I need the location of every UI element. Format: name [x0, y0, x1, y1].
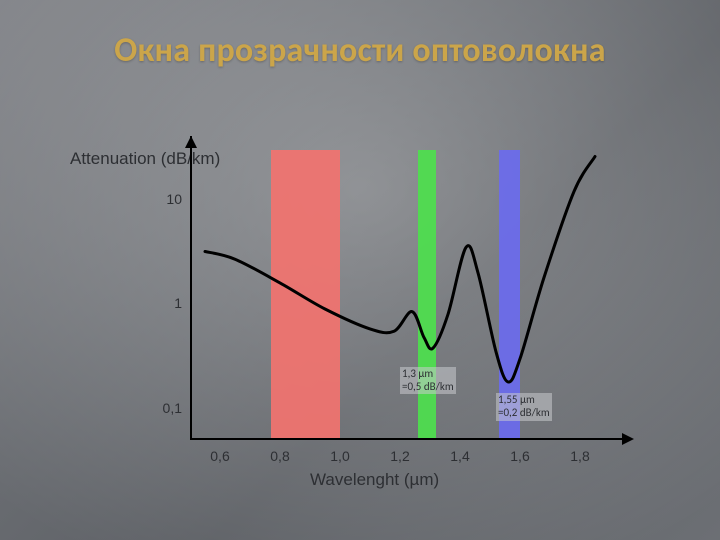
x-tick: 1,6 — [505, 448, 535, 464]
plot-area: 1,3 µm =0,5 dB/km 1,55 µm =0,2 dB/km — [190, 150, 610, 440]
x-axis-title: Wavelenght (µm) — [310, 470, 439, 490]
y-tick: 1 — [142, 295, 182, 311]
x-tick: 0,8 — [265, 448, 295, 464]
x-tick: 1,2 — [385, 448, 415, 464]
x-tick: 1,8 — [565, 448, 595, 464]
slide-title: Окна прозрачности оптоволокна — [0, 30, 720, 71]
annot-1550: 1,55 µm =0,2 dB/km — [496, 393, 552, 420]
annot-1300: 1,3 µm =0,5 dB/km — [400, 367, 456, 394]
x-axis-arrow — [622, 433, 634, 445]
attenuation-chart: Attenuation (dB/km) 1,3 µm =0,5 dB/km1,5… — [90, 130, 630, 490]
y-tick: 0,1 — [142, 400, 182, 416]
x-tick: 1,4 — [445, 448, 475, 464]
slide: Окна прозрачности оптоволокна Attenuatio… — [0, 0, 720, 540]
y-tick: 10 — [142, 191, 182, 207]
x-tick: 1,0 — [325, 448, 355, 464]
x-tick: 0,6 — [205, 448, 235, 464]
y-axis-arrow — [185, 136, 197, 148]
